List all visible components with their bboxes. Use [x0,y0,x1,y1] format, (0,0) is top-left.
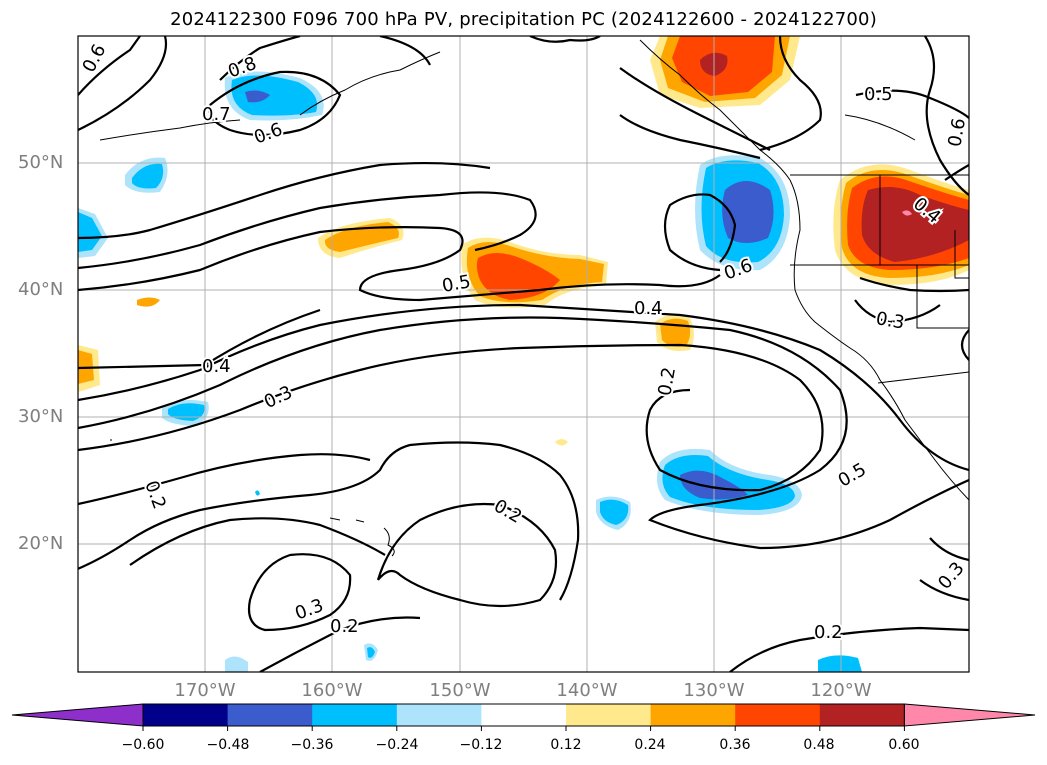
contour-label: 0.5 [835,459,870,492]
precip-positive-area [861,186,969,262]
precip-negative-area [255,490,260,496]
colorbar-segment [143,704,229,726]
contour-label: 0.6 [944,117,970,149]
colorbar-segment [396,704,482,726]
contour-label: 0.3 [874,308,906,334]
colorbar-tick-label: 0.24 [634,737,666,753]
colorbar-segment [819,704,905,726]
lon-label: 130°W [683,680,745,701]
colorbar-tick-label: −0.48 [206,737,250,753]
contour-label: 0.4 [202,356,231,377]
precip-positive-area [137,297,160,307]
colorbar-segment [735,704,821,726]
precip-positive-area [324,222,399,252]
contour-label-group: 0.6 0.8 0.7 0.6 0.5 0.6 0.6 0.4 0.5 0.4 … [76,39,972,645]
precip-negative-area [225,656,248,672]
pv-contours [78,36,969,672]
contour-label: 0.2 [814,622,843,643]
precip-positive-area [476,253,560,300]
lat-label: 50°N [18,152,64,173]
colorbar-tick-label: 0.60 [888,737,920,753]
contour-label: 0.3 [934,558,968,593]
lat-label: 30°N [18,406,64,427]
colorbar-tick-label: 0.48 [803,737,835,753]
lon-label: 150°W [429,680,491,701]
precip-positive-area [555,439,568,446]
lat-label: 40°N [18,279,64,300]
colorbar [11,703,1036,731]
lon-label: 120°W [810,680,872,701]
colorbar-segment [312,704,398,726]
colorbar-segment [227,704,313,726]
precip-negative-area [132,163,164,189]
plot-frame [77,35,970,673]
contour-label: 0.4 [634,298,663,319]
contour-label: 0.2 [490,495,525,528]
colorbar-frame [142,703,905,727]
colorbar-tick-label: 0.12 [550,737,582,753]
contour-label: 0.7 [202,104,231,125]
contour-label: 0.6 [78,41,110,76]
precip-negative-area [78,212,102,252]
contour-label: 0.5 [440,271,472,297]
precip-negative-area [231,75,318,116]
precip-negative-area [600,499,629,525]
precip-positive-area [902,210,912,216]
colorbar-segment [650,704,736,726]
colorbar-tick-label: 0.36 [719,737,751,753]
contour-label: 0.6 [251,119,285,149]
colorbar-segment [481,704,567,726]
map-title: 2024122300 F096 700 hPa PV, precipitatio… [170,9,877,30]
colorbar-extend-low [11,703,144,727]
contour-label: 0.2 [330,616,359,637]
colorbar-tick-label: −0.24 [375,737,419,753]
colorbar-segment [566,704,652,726]
precip-fills [78,36,969,672]
colorbar-tick-label: −0.36 [290,737,334,753]
colorbar-extend-high [903,703,1036,727]
contour-label: 0.3 [261,382,296,413]
precip-negative-area [818,655,862,672]
colorbar-tick-label: −0.60 [121,737,165,753]
gridlines [78,36,969,672]
precip-negative-area [367,647,375,658]
contour-label: 0.2 [654,366,680,398]
colorbar-tick-label: −0.12 [459,737,503,753]
lon-label: 170°W [174,680,236,701]
lon-label: 160°W [301,680,363,701]
contour-label: 0.5 [864,84,893,105]
lon-label: 140°W [556,680,618,701]
lat-label: 20°N [18,533,64,554]
precip-negative-area [245,90,270,103]
